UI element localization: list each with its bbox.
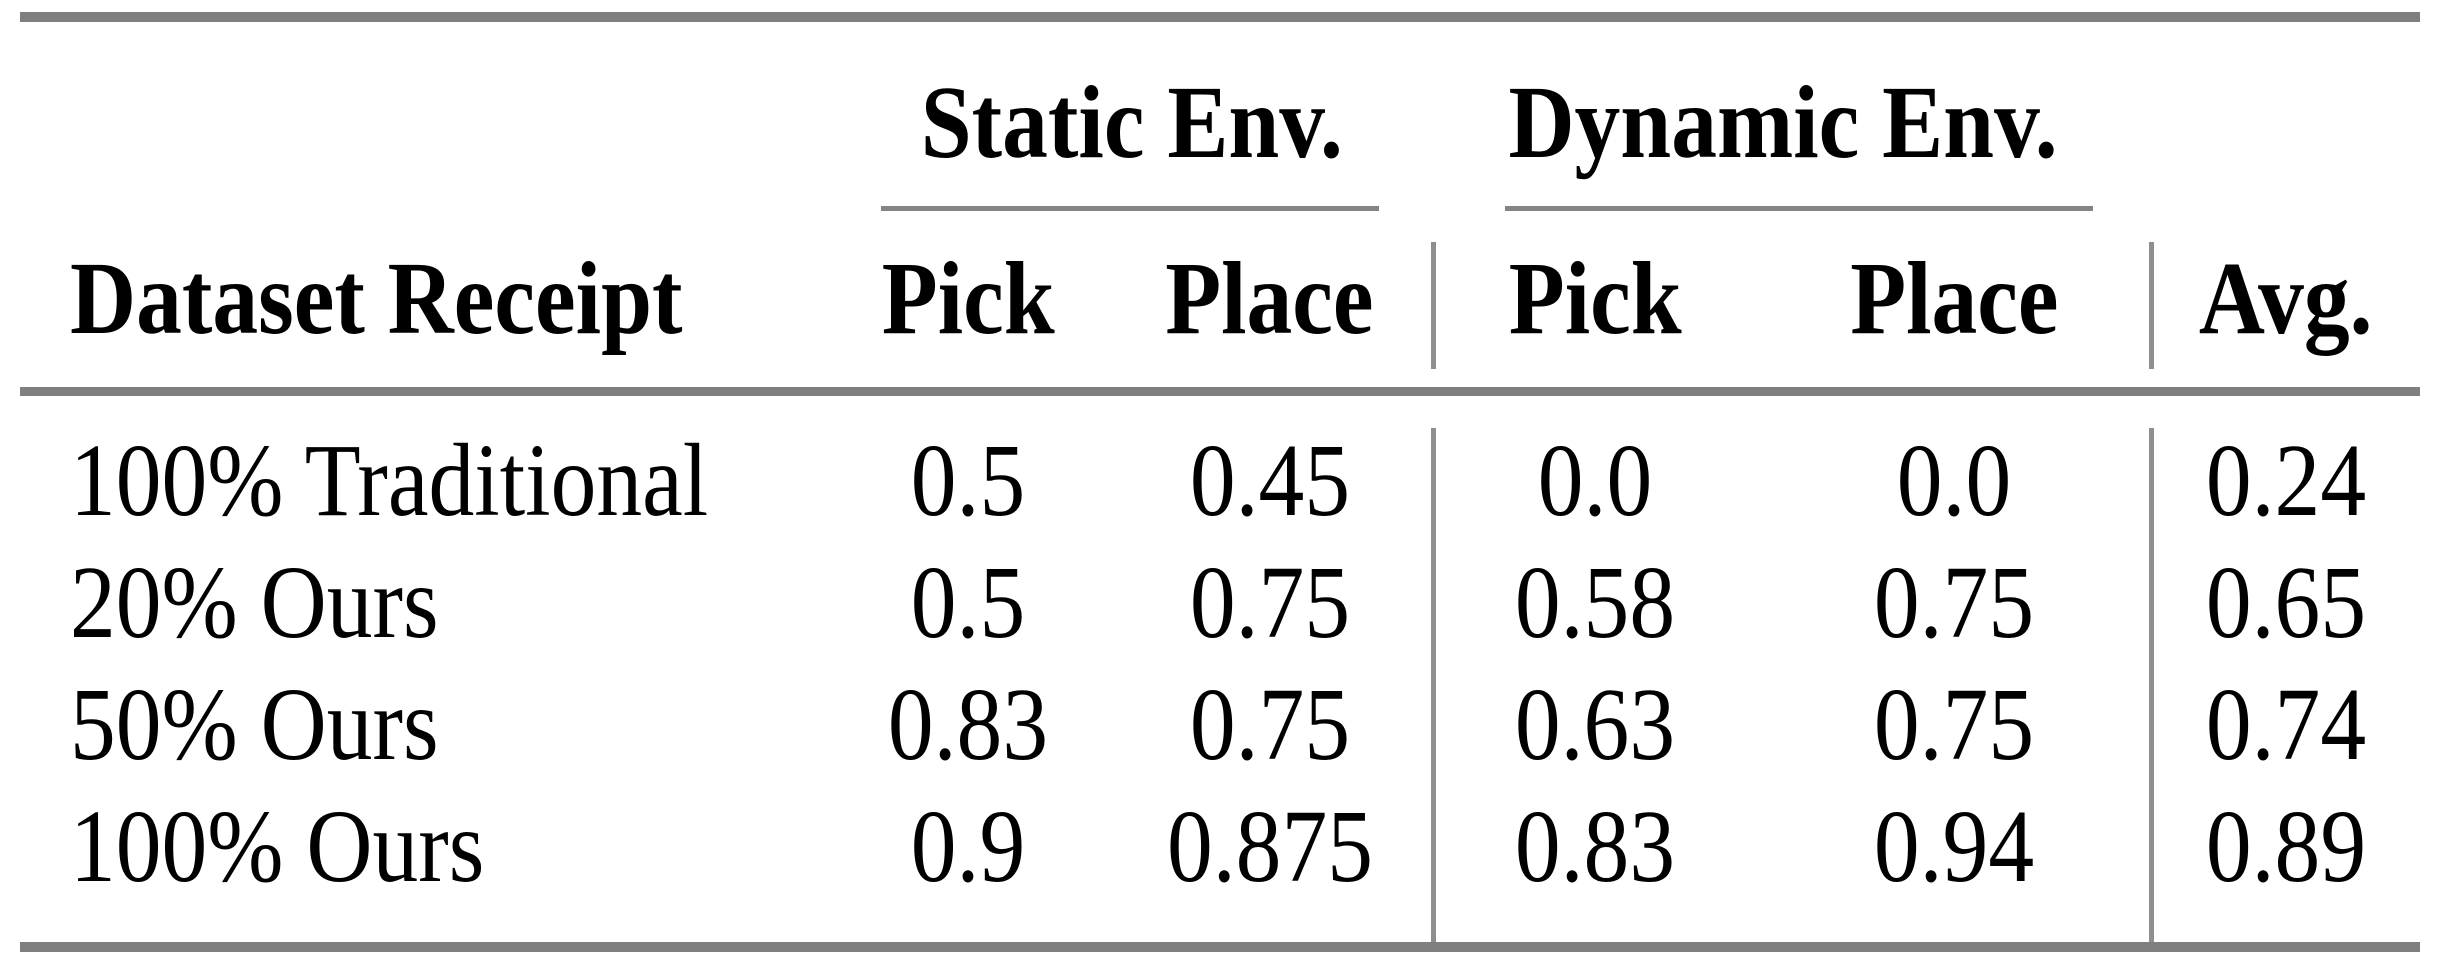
data-cell-text: 0.5 — [910, 545, 1026, 660]
column-header-dataset-receipt-label: Dataset Receipt — [70, 241, 683, 356]
column-header-avg-label: Avg. — [2198, 241, 2373, 356]
data-cell-dynamic-pick: 0.83 — [1433, 786, 1757, 908]
top-rule — [20, 12, 2420, 22]
data-cell-avg: 0.89 — [2151, 786, 2420, 908]
data-cell-text: 0.89 — [2205, 789, 2366, 904]
data-cell-dynamic-pick: 0.0 — [1433, 420, 1757, 542]
data-cell-text: 0.0 — [1896, 423, 2012, 538]
data-cell-static-pick: 0.9 — [830, 786, 1106, 908]
table-row: 50% Ours 0.83 0.75 0.63 0.75 0.74 — [20, 664, 2420, 786]
data-cell-text: 0.83 — [1514, 789, 1676, 904]
data-cell-text: 0.83 — [887, 667, 1049, 782]
column-header-static-pick: Pick — [830, 215, 1106, 383]
group-header-static-env: Static Env. — [830, 40, 1433, 206]
data-cell-static-place: 0.875 — [1106, 786, 1433, 908]
data-cell-text: 0.75 — [1189, 667, 1350, 782]
column-separator — [2149, 428, 2154, 942]
column-header-dynamic-pick: Pick — [1433, 215, 1757, 383]
data-cell-dynamic-place: 0.94 — [1757, 786, 2151, 908]
data-cell-text: 0.74 — [2205, 667, 2366, 782]
data-cell-text: 0.94 — [1873, 789, 2035, 904]
data-cell-dynamic-place: 0.0 — [1757, 420, 2151, 542]
data-cell-avg: 0.74 — [2151, 664, 2420, 786]
data-cell-text: 0.24 — [2205, 423, 2366, 538]
row-label-text: 50% Ours — [70, 667, 439, 782]
group-header-static-env-label: Static Env. — [920, 65, 1343, 180]
header-body-divider-rule — [20, 387, 2420, 396]
data-cell-avg: 0.24 — [2151, 420, 2420, 542]
data-cell-static-place: 0.75 — [1106, 542, 1433, 664]
dynamic-env-underline — [1505, 206, 2093, 211]
data-cell-static-pick: 0.5 — [830, 542, 1106, 664]
header-row: Dataset Receipt Pick Place Pick Place Av… — [20, 215, 2420, 383]
table-row: 100% Traditional 0.5 0.45 0.0 0.0 0.24 — [20, 420, 2420, 542]
row-label: 50% Ours — [20, 664, 880, 786]
data-cell-dynamic-pick: 0.58 — [1433, 542, 1757, 664]
bottom-rule — [20, 942, 2420, 952]
column-header-dynamic-place-label: Place — [1849, 241, 2059, 356]
static-env-underline — [881, 206, 1379, 211]
column-header-avg: Avg. — [2151, 215, 2420, 383]
data-cell-text: 0.5 — [910, 423, 1026, 538]
row-label: 20% Ours — [20, 542, 880, 664]
data-cell-dynamic-place: 0.75 — [1757, 542, 2151, 664]
data-cell-static-pick: 0.83 — [830, 664, 1106, 786]
data-cell-text: 0.0 — [1537, 423, 1653, 538]
column-header-static-place-label: Place — [1165, 241, 1374, 356]
data-cell-text: 0.65 — [2205, 545, 2366, 660]
column-header-dynamic-place: Place — [1757, 215, 2151, 383]
group-header-dynamic-env-label: Dynamic Env. — [1508, 65, 2058, 180]
row-label-text: 20% Ours — [70, 545, 439, 660]
data-cell-avg: 0.65 — [2151, 542, 2420, 664]
data-cell-dynamic-pick: 0.63 — [1433, 664, 1757, 786]
column-header-dataset-receipt: Dataset Receipt — [20, 215, 880, 383]
data-cell-text: 0.58 — [1514, 545, 1676, 660]
data-cell-static-place: 0.45 — [1106, 420, 1433, 542]
row-label-text: 100% Traditional — [70, 423, 709, 538]
data-cell-text: 0.75 — [1189, 545, 1350, 660]
data-cell-text: 0.45 — [1189, 423, 1350, 538]
data-cell-text: 0.875 — [1166, 789, 1373, 904]
data-cell-dynamic-place: 0.75 — [1757, 664, 2151, 786]
data-cell-text: 0.9 — [910, 789, 1026, 904]
data-cell-static-place: 0.75 — [1106, 664, 1433, 786]
data-cell-text: 0.75 — [1873, 667, 2035, 782]
table-row: 20% Ours 0.5 0.75 0.58 0.75 0.65 — [20, 542, 2420, 664]
row-label-text: 100% Ours — [70, 789, 485, 904]
row-label: 100% Traditional — [20, 420, 880, 542]
column-separator — [1431, 428, 1436, 942]
data-cell-text: 0.75 — [1873, 545, 2035, 660]
table-row: 100% Ours 0.9 0.875 0.83 0.94 0.89 — [20, 786, 2420, 908]
row-label: 100% Ours — [20, 786, 880, 908]
column-separator — [1431, 242, 1436, 369]
group-header-dynamic-env: Dynamic Env. — [1433, 40, 2133, 206]
column-header-dynamic-pick-label: Pick — [1508, 241, 1682, 356]
column-separator — [2149, 242, 2154, 369]
data-cell-static-pick: 0.5 — [830, 420, 1106, 542]
column-header-static-pick-label: Pick — [881, 241, 1055, 356]
column-header-static-place: Place — [1106, 215, 1433, 383]
data-cell-text: 0.63 — [1514, 667, 1676, 782]
